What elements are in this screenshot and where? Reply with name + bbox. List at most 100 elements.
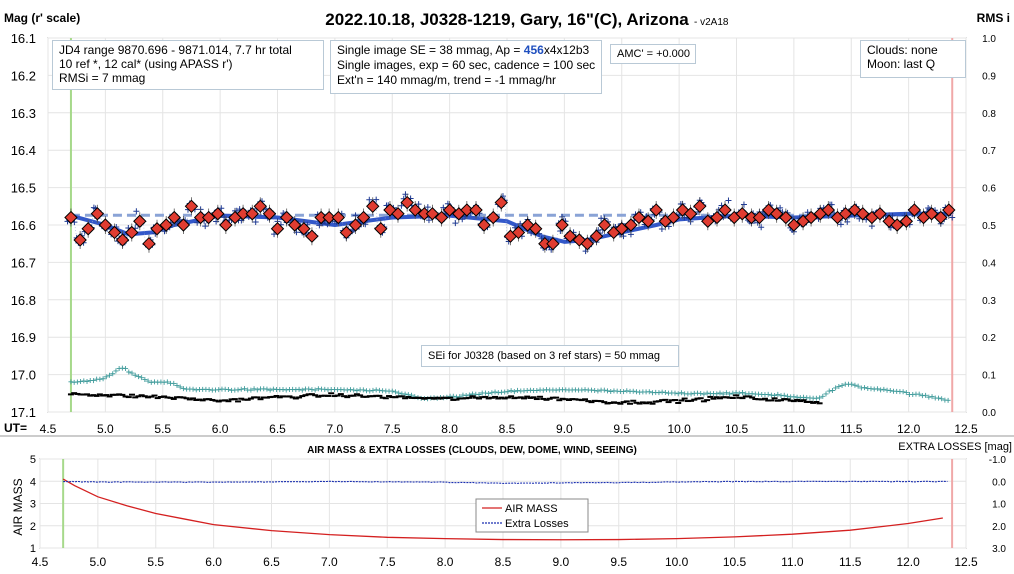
average-diamond	[176, 218, 191, 232]
rms-point	[595, 388, 601, 394]
lower-y-tick-label: 2	[30, 521, 36, 533]
average-diamond	[769, 207, 784, 221]
rms-point	[505, 389, 511, 395]
rms-point	[148, 379, 154, 385]
y-tick-label: 16.8	[11, 293, 36, 308]
y2-tick-label: 1.0	[982, 34, 996, 45]
rms-point	[916, 391, 922, 397]
y-tick-label: 16.6	[11, 218, 36, 233]
rms-point	[367, 388, 373, 394]
rms-point	[107, 372, 113, 378]
rms-point	[608, 388, 614, 394]
average-diamond	[201, 210, 216, 225]
average-diamond	[366, 199, 380, 214]
average-diamond	[546, 236, 560, 251]
rms-point	[730, 390, 736, 396]
rms-point	[678, 390, 684, 396]
rms-point	[216, 387, 222, 393]
average-diamond	[331, 210, 346, 225]
average-diamond	[632, 210, 646, 225]
average-diamond	[563, 229, 577, 243]
y2-tick-label: 0.2	[982, 333, 996, 344]
rms-point	[900, 389, 906, 395]
rms-point	[283, 387, 289, 393]
lower-y2-tick-label: -1.0	[989, 455, 1007, 466]
lower-y-tick-label: 3	[30, 499, 36, 511]
rms-point	[720, 391, 726, 397]
rms-point	[164, 379, 170, 385]
average-diamond	[710, 210, 724, 225]
single-image-point	[218, 205, 225, 212]
single-image-point	[425, 217, 432, 224]
average-diamond	[701, 214, 715, 228]
average-diamond	[236, 207, 250, 221]
average-diamond	[890, 218, 904, 232]
rms-point	[241, 386, 247, 392]
average-diamond	[408, 203, 422, 217]
rms-point	[489, 390, 495, 396]
rms-point	[238, 386, 244, 392]
rms-point	[81, 378, 87, 384]
y2-tick-label: 0.4	[982, 258, 996, 269]
ref-stars-line: 10 ref *, 12 cal* (using APASS r')	[59, 57, 233, 71]
rms-point	[225, 387, 231, 393]
rms-point	[926, 394, 932, 400]
rms-point	[486, 390, 492, 396]
average-diamond	[934, 210, 948, 225]
average-diamond	[615, 222, 629, 236]
rms-point	[739, 389, 745, 395]
rms-point	[791, 394, 797, 400]
average-diamond	[253, 199, 267, 214]
rms-point	[409, 392, 415, 398]
rms-point	[633, 389, 639, 395]
jd-range-box: JD4 range 9870.696 - 9871.014, 7.7 hr to…	[52, 40, 324, 90]
average-diamond	[580, 236, 595, 251]
single-image-box: Single image SE = 38 mmag, Ap = 456x4x12…	[330, 40, 602, 94]
average-diamond	[348, 218, 363, 232]
single-image-point	[133, 208, 140, 215]
rms-point	[97, 376, 103, 382]
y-tick-label: 16.7	[11, 255, 36, 270]
rms-point	[126, 369, 132, 375]
rms-point	[723, 390, 729, 396]
lower-y2-tick-label: 0.0	[992, 477, 1006, 488]
rms-point	[939, 396, 945, 402]
rms-point	[698, 390, 704, 396]
rms-point	[123, 366, 129, 372]
rms-point	[110, 371, 116, 377]
average-diamond	[391, 207, 405, 221]
single-image-point	[202, 223, 209, 230]
rms-point	[174, 382, 180, 388]
rms-point	[251, 386, 257, 392]
lower-x-tick-label: 7.5	[379, 555, 396, 569]
amc-box: AMC' = +0.000	[610, 44, 696, 64]
rms-point	[145, 378, 151, 384]
average-diamond	[693, 199, 707, 214]
average-diamond	[98, 218, 113, 232]
rms-point	[254, 387, 260, 393]
lower-x-tick-label: 5.5	[147, 555, 164, 569]
chart-title: 2022.10.18, J0328-1219, Gary, 16"(C), Ar…	[325, 10, 689, 29]
average-diamond	[735, 207, 749, 221]
rms-point	[534, 388, 540, 394]
rms-point	[299, 387, 305, 393]
rms-point	[775, 391, 781, 397]
conditions-box: Clouds: none Moon: last Q	[860, 40, 966, 78]
amc-value: AMC' = +0.000	[617, 48, 691, 60]
average-diamond	[245, 207, 259, 221]
aperture-value: 456	[523, 43, 544, 57]
y2-tick-label: 0.7	[982, 146, 996, 157]
single-image-point	[740, 201, 747, 208]
average-diamond	[81, 222, 95, 236]
airmass-line	[62, 478, 943, 541]
rms-point	[881, 386, 887, 392]
x-tick-label: 9.5	[613, 422, 630, 436]
lower-x-tick-label: 12.0	[896, 555, 920, 569]
average-diamond	[624, 218, 638, 232]
average-diamond	[305, 229, 319, 243]
y2-tick-label: 0.3	[982, 296, 996, 307]
version-label: - v2A18	[694, 17, 729, 28]
se-prefix: Single image SE = 38 mmag, Ap =	[337, 43, 524, 57]
rms-point	[874, 386, 880, 392]
rms-point	[280, 386, 286, 392]
